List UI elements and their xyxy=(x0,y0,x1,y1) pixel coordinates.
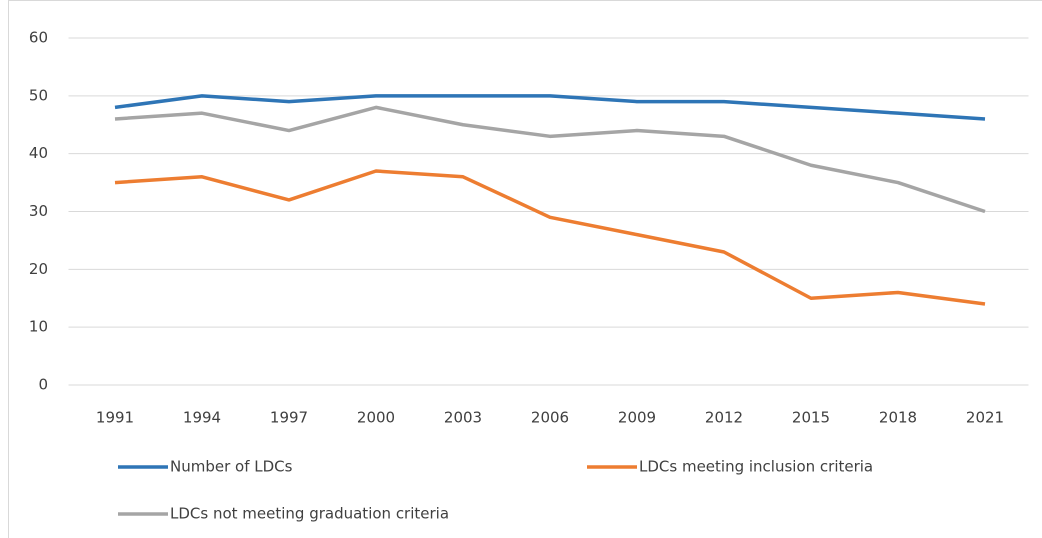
series-line xyxy=(114,105,986,214)
y-tick-label: 10 xyxy=(29,318,48,336)
x-tick-label: 2006 xyxy=(531,409,569,427)
series-line xyxy=(114,169,986,306)
x-tick-label: 1997 xyxy=(270,409,308,427)
y-tick-label: 30 xyxy=(29,202,48,220)
x-tick-label: 2003 xyxy=(444,409,482,427)
x-tick-label: 2018 xyxy=(879,409,917,427)
y-tick-label: 20 xyxy=(29,260,48,278)
x-tick-label: 1991 xyxy=(96,409,134,427)
x-tick-label: 2015 xyxy=(792,409,830,427)
x-tick-label: 2009 xyxy=(618,409,656,427)
y-tick-label: 60 xyxy=(29,29,48,47)
chart-border xyxy=(8,0,1042,538)
y-tick-label: 40 xyxy=(29,144,48,162)
x-tick-label: 2012 xyxy=(705,409,743,427)
y-tick-label: 50 xyxy=(29,86,48,104)
y-tick-label: 0 xyxy=(38,376,48,394)
x-tick-label: 2021 xyxy=(966,409,1004,427)
legend-label: LDCs meeting inclusion criteria xyxy=(639,458,873,476)
x-tick-label: 2000 xyxy=(357,409,395,427)
x-tick-label: 1994 xyxy=(183,409,221,427)
series-line xyxy=(114,94,986,121)
legend-label: Number of LDCs xyxy=(170,458,293,476)
legend-label: LDCs not meeting graduation criteria xyxy=(170,505,449,523)
